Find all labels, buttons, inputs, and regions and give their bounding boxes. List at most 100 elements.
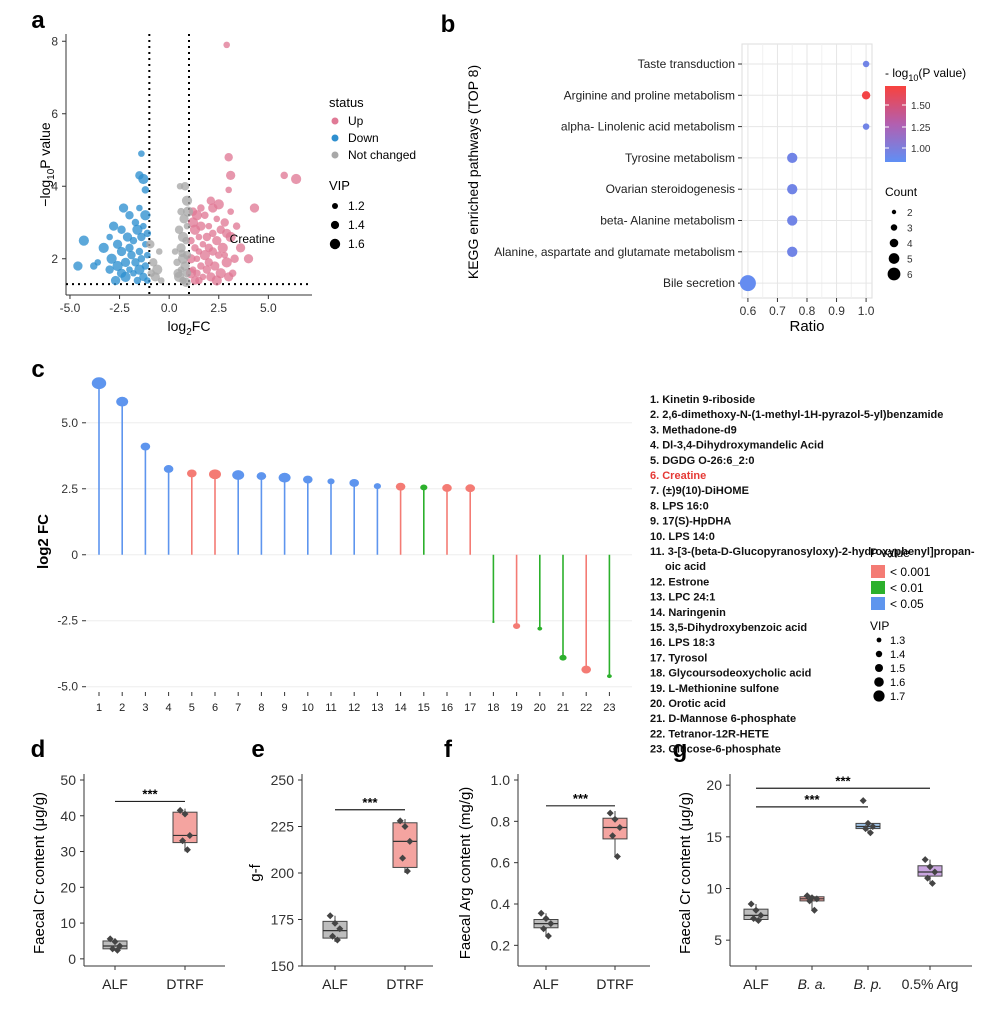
c-x-tick-label: 18: [487, 702, 499, 714]
a-point-up: [224, 153, 233, 162]
e-x-tick-label: ALF: [322, 976, 348, 992]
d-y-tick-label: 50: [60, 772, 76, 788]
e-point: [336, 925, 344, 933]
d-point: [179, 837, 187, 845]
c-x-tick-label: 22: [580, 702, 592, 714]
a-point-up: [215, 251, 223, 259]
g-sig-label: ***: [804, 792, 820, 807]
a-point-not-changed: [157, 277, 165, 284]
a-point-down: [106, 253, 117, 264]
f-point: [544, 932, 552, 940]
a-point-up: [225, 186, 232, 194]
c-head: [373, 483, 381, 490]
c-head: [442, 484, 452, 492]
a-point-down: [110, 275, 121, 286]
c-compound-label: 4. Dl-3,4-Dihydroxymandelic Acid: [650, 440, 824, 452]
g-point: [864, 819, 872, 827]
d-point: [181, 810, 189, 818]
d-point: [186, 831, 194, 839]
a-y-tick-label: 2: [51, 252, 58, 266]
b-y-label: KEGG enriched pathways (TOP 8): [465, 65, 481, 279]
a-point-down: [130, 269, 137, 277]
f-point: [542, 914, 550, 922]
a-point-not-changed: [180, 182, 190, 191]
b-x-tick-label: 0.9: [828, 304, 845, 318]
c-legend-p-label: < 0.05: [890, 597, 924, 611]
a-point-down: [140, 210, 151, 221]
c-head: [327, 478, 335, 485]
a-legend-status-label: Not changed: [348, 148, 416, 162]
e-point: [403, 867, 411, 875]
f-point: [540, 925, 548, 933]
a-point-down: [136, 204, 143, 212]
c-compound-label: 14. Naringenin: [650, 607, 726, 619]
g-point: [866, 829, 874, 837]
b-legend-size-label: 6: [907, 270, 913, 281]
a-y-tick-label: 8: [51, 34, 58, 48]
c-head: [581, 665, 591, 674]
b-dot: [861, 91, 871, 100]
c-x-tick-label: 17: [464, 702, 476, 714]
f-point: [606, 809, 614, 817]
c-head: [209, 469, 221, 480]
g-x-tick-label: B. a.: [798, 976, 827, 992]
g-point: [859, 797, 867, 805]
d-y-tick-label: 0: [68, 951, 76, 967]
g-point: [813, 895, 821, 903]
a-point-down: [118, 203, 129, 213]
f-point: [537, 909, 545, 917]
a-point-not-changed: [179, 214, 189, 224]
g-point: [931, 868, 939, 876]
f-y-label: Faecal Arg content (mg/g): [457, 787, 474, 960]
e-point: [331, 919, 339, 927]
g-point: [806, 897, 814, 905]
a-point-down: [144, 251, 151, 259]
a-point-up: [189, 224, 201, 235]
d-point: [176, 806, 184, 814]
a-point-down: [133, 276, 142, 285]
b-x-tick-label: 0.6: [740, 304, 757, 318]
c-y-label: log2 FC: [35, 514, 52, 569]
c-head: [232, 470, 245, 480]
c-compound-label: oic acid: [665, 561, 706, 573]
a-x-tick-label: 2.5: [210, 301, 227, 315]
b-legend-size-dot: [889, 238, 899, 248]
a-point-up: [213, 215, 221, 223]
a-point-down: [144, 277, 151, 284]
c-compound-label: 18. Glycoursodeoxycholic acid: [650, 668, 811, 680]
c-x-tick-label: 13: [371, 702, 383, 714]
g-point: [862, 825, 870, 833]
a-x-label: log2FC: [168, 318, 211, 338]
a-point-not-changed: [155, 248, 163, 255]
c-compound-label: 9. 17(S)-HpDHA: [650, 516, 731, 528]
a-point-up: [291, 173, 302, 185]
a-point-down: [141, 186, 150, 194]
c-compound-label: 15. 3,5-Dihydroxybenzoic acid: [650, 622, 807, 634]
a-point-not-changed: [149, 258, 158, 267]
c-head: [559, 654, 567, 661]
a-x-tick-label: -5.0: [60, 301, 81, 315]
a-point-up: [206, 196, 216, 205]
e-y-tick-label: 200: [271, 865, 295, 881]
a-point-up: [199, 250, 210, 261]
b-color-bar: [885, 86, 906, 162]
b-x-tick-label: 0.8: [799, 304, 816, 318]
g-y-tick-label: 15: [706, 829, 722, 845]
a-legend-swatch: [331, 151, 339, 159]
b-dot: [787, 184, 798, 195]
d-y-tick-label: 30: [60, 844, 76, 860]
c-x-tick-label: 14: [394, 702, 406, 714]
e-point: [401, 823, 409, 830]
a-legend-vip-dot: [329, 238, 341, 250]
c-y-tick-label: 0: [71, 548, 78, 562]
b-legend-size-dot: [887, 267, 901, 281]
c-compound-label: 22. Tetranor-12R-HETE: [650, 728, 769, 740]
a-point-down: [108, 221, 119, 231]
e-point: [326, 912, 334, 920]
f-y-tick-label: 0.4: [491, 896, 511, 912]
a-point-down: [135, 247, 144, 256]
g-point: [926, 863, 934, 871]
c-head: [513, 623, 521, 629]
a-y-tick-label: 4: [51, 179, 58, 193]
c-legend-p-swatch: [871, 597, 885, 610]
